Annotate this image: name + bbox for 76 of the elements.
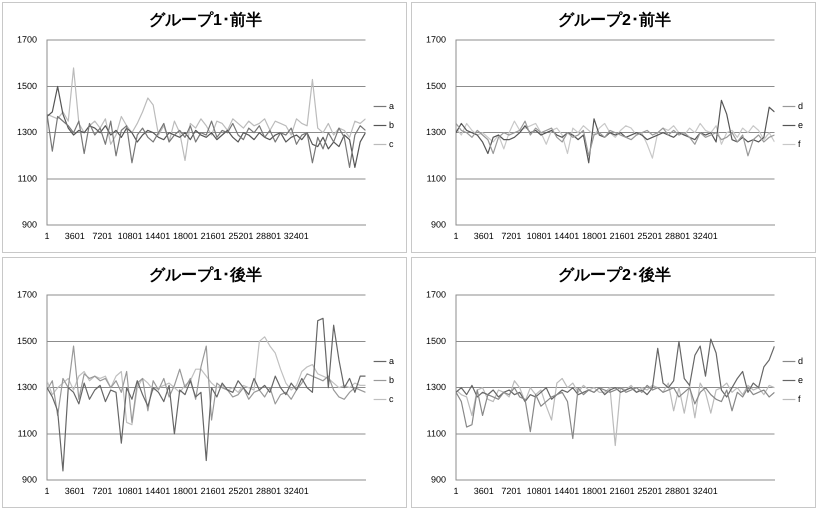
x-tick-label: 1 — [44, 231, 50, 242]
y-tick-label: 1300 — [426, 382, 446, 392]
x-tick-label: 7201 — [92, 486, 112, 496]
x-tick-label: 21601 — [200, 231, 226, 242]
x-tick-label: 10801 — [526, 486, 552, 496]
x-tick-label: 18001 — [582, 231, 608, 242]
x-tick-label: 10801 — [526, 231, 552, 242]
chart-title: グループ2･後半 — [558, 266, 671, 284]
y-tick-label: 900 — [430, 220, 446, 230]
legend-label: e — [798, 120, 804, 130]
x-tick-label: 25201 — [228, 486, 254, 496]
legend-label: d — [798, 356, 804, 366]
legend-label: d — [798, 100, 804, 111]
legend-label: f — [798, 138, 801, 149]
x-tick-label: 28801 — [256, 231, 282, 242]
x-tick-label: 10801 — [118, 231, 143, 242]
x-tick-label: 1 — [44, 486, 50, 496]
x-tick-label: 32401 — [692, 486, 718, 496]
chart-title: グループ1･前半 — [149, 11, 262, 30]
x-tick-label: 28801 — [665, 486, 690, 496]
legend-label: a — [388, 356, 394, 366]
x-tick-label: 14401 — [145, 231, 170, 242]
x-tick-label: 21601 — [200, 486, 226, 496]
y-tick-label: 1700 — [16, 34, 38, 45]
x-tick-label: 28801 — [665, 231, 690, 242]
y-tick-label: 1700 — [426, 290, 446, 300]
chart-title: グループ2･前半 — [558, 11, 671, 30]
y-tick-label: 1700 — [16, 290, 38, 300]
legend-label: c — [388, 394, 394, 404]
legend-label: a — [388, 100, 394, 111]
y-tick-label: 1100 — [18, 428, 38, 438]
y-tick-label: 1300 — [426, 127, 446, 138]
x-tick-label: 18001 — [582, 486, 608, 496]
x-tick-label: 14401 — [554, 231, 580, 242]
x-tick-label: 7201 — [501, 486, 522, 496]
x-tick-label: 25201 — [637, 231, 662, 242]
x-tick-label: 1 — [454, 486, 459, 496]
x-tick-label: 32401 — [692, 231, 718, 242]
x-tick-label: 18001 — [172, 231, 198, 242]
x-tick-label: 21601 — [610, 231, 635, 242]
x-tick-label: 14401 — [145, 486, 170, 496]
x-tick-label: 18001 — [172, 486, 198, 496]
x-tick-label: 3601 — [474, 486, 494, 496]
x-tick-label: 10801 — [118, 486, 143, 496]
x-tick-label: 7201 — [501, 231, 522, 242]
x-tick-label: 1 — [454, 231, 459, 242]
y-tick-label: 1500 — [426, 80, 446, 91]
legend-label: f — [798, 394, 801, 404]
y-tick-label: 1500 — [16, 80, 38, 91]
x-tick-label: 3601 — [474, 231, 494, 242]
legend-label: c — [388, 138, 394, 149]
x-tick-label: 25201 — [637, 486, 662, 496]
x-tick-label: 3601 — [64, 231, 85, 242]
y-tick-label: 1100 — [426, 428, 446, 438]
y-tick-label: 1500 — [16, 336, 38, 346]
x-tick-label: 32401 — [284, 231, 309, 242]
y-tick-label: 1300 — [16, 382, 38, 392]
y-tick-label: 1500 — [426, 336, 446, 346]
x-tick-label: 28801 — [256, 486, 282, 496]
y-tick-label: 900 — [22, 220, 38, 230]
x-tick-label: 32401 — [284, 486, 309, 496]
x-tick-label: 21601 — [610, 486, 635, 496]
legend-label: b — [388, 374, 394, 385]
x-tick-label: 25201 — [228, 231, 254, 242]
legend-label: e — [798, 374, 804, 385]
x-tick-label: 14401 — [554, 486, 580, 496]
x-tick-label: 7201 — [92, 231, 112, 242]
y-tick-label: 1100 — [426, 173, 446, 184]
y-tick-label: 900 — [22, 474, 38, 485]
x-tick-label: 3601 — [64, 486, 85, 496]
y-tick-label: 1100 — [18, 173, 38, 184]
chart-title: グループ1･後半 — [149, 266, 262, 284]
y-tick-label: 900 — [430, 474, 446, 485]
y-tick-label: 1300 — [16, 127, 38, 138]
legend-label: b — [388, 120, 394, 130]
y-tick-label: 1700 — [426, 34, 446, 45]
